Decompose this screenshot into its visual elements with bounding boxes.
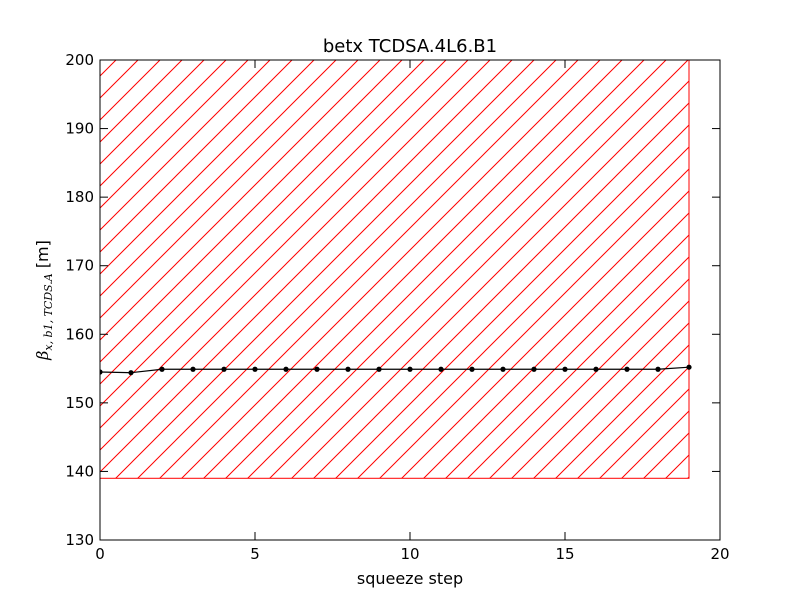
data-point — [686, 364, 692, 370]
data-point — [128, 370, 134, 376]
y-axis-label-subscript: x, b1, TCDS.A — [42, 273, 55, 350]
data-point — [655, 366, 661, 372]
data-point — [100, 369, 103, 375]
y-tick-label: 170 — [65, 257, 94, 275]
y-tick-label: 200 — [65, 51, 94, 69]
y-axis-label-unit: [m] — [33, 240, 52, 273]
x-tick-label: 10 — [400, 545, 419, 563]
shaded-region — [100, 60, 690, 479]
data-point — [407, 366, 413, 372]
data-point — [376, 366, 382, 372]
data-point — [252, 366, 258, 372]
data-point — [593, 366, 599, 372]
data-point — [283, 366, 289, 372]
y-tick-label: 140 — [65, 462, 94, 480]
data-point — [562, 366, 568, 372]
y-tick-label: 180 — [65, 188, 94, 206]
chart-title: betx TCDSA.4L6.B1 — [323, 36, 497, 57]
y-tick-label: 150 — [65, 394, 94, 412]
data-point — [531, 366, 537, 372]
data-point — [221, 366, 227, 372]
y-tick-label: 160 — [65, 325, 94, 343]
y-axis-label-symbol: β — [33, 351, 52, 361]
x-tick-label: 20 — [710, 545, 729, 563]
y-tick-label: 190 — [65, 120, 94, 138]
data-point — [159, 366, 165, 372]
data-point — [438, 366, 444, 372]
x-tick-label: 5 — [250, 545, 260, 563]
data-point — [190, 366, 196, 372]
data-point — [345, 366, 351, 372]
data-point — [314, 366, 320, 372]
x-axis-label: squeeze step — [357, 569, 463, 588]
data-point — [624, 366, 630, 372]
data-point — [500, 366, 506, 372]
data-point — [469, 366, 475, 372]
x-tick-label: 15 — [555, 545, 574, 563]
series-line — [100, 366, 690, 374]
y-axis-label: βx, b1, TCDS.A [m] — [33, 240, 55, 361]
y-tick-label: 130 — [65, 531, 94, 549]
x-tick-label: 0 — [95, 545, 105, 563]
